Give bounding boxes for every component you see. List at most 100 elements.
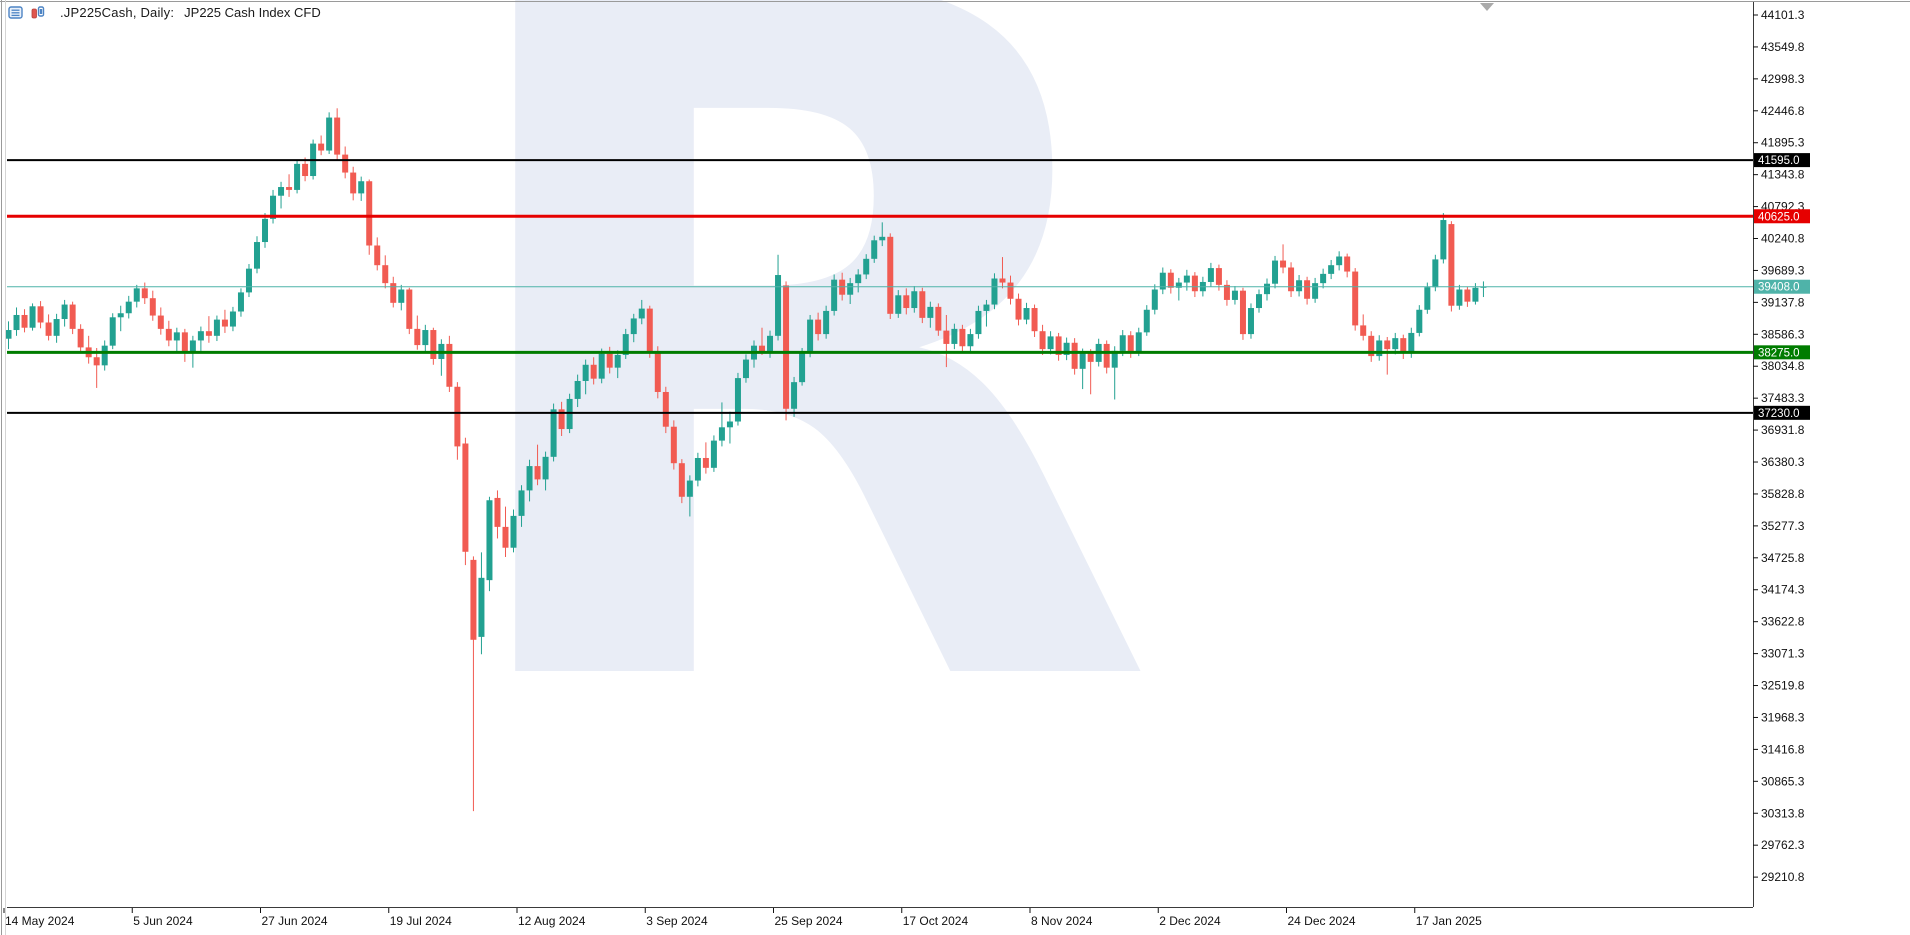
candle <box>1159 272 1166 290</box>
candle <box>678 463 685 497</box>
candle <box>1304 280 1311 299</box>
candle <box>1087 353 1094 362</box>
candle <box>45 322 52 336</box>
price-tick-label: 42446.8 <box>1761 104 1805 118</box>
chart-shift-marker[interactable] <box>1480 3 1494 11</box>
candle <box>1231 290 1238 300</box>
candle <box>149 298 156 316</box>
candle <box>895 295 902 314</box>
candle <box>1151 289 1158 310</box>
price-badge-support <box>1754 345 1810 360</box>
candle <box>157 315 164 329</box>
candle <box>1440 220 1447 260</box>
candle <box>823 310 830 335</box>
candle <box>558 409 565 430</box>
candle <box>53 319 60 336</box>
candle <box>863 258 870 275</box>
candle <box>502 526 509 548</box>
symbol-period-label: .JP225Cash, Daily: <box>60 5 175 20</box>
candle <box>1456 289 1463 306</box>
time-tick-label: 17 Oct 2024 <box>903 914 969 928</box>
candle <box>943 330 950 344</box>
time-tick-label: 19 Jul 2024 <box>390 914 452 928</box>
price-badge-label: 41595.0 <box>1758 155 1800 167</box>
candle <box>1344 256 1351 272</box>
candle <box>734 378 741 422</box>
candle <box>1472 287 1479 302</box>
candle <box>1480 286 1487 288</box>
market-watch-icon[interactable] <box>8 5 24 20</box>
price-tick-label: 32519.8 <box>1761 679 1805 693</box>
price-tick-label: 38034.8 <box>1761 359 1805 373</box>
candle <box>775 275 782 336</box>
time-tick-label: 2 Dec 2024 <box>1159 914 1221 928</box>
candle <box>975 310 982 335</box>
candle <box>815 319 822 335</box>
candle <box>454 386 461 447</box>
candle <box>189 340 196 354</box>
time-tick-label: 25 Sep 2024 <box>775 914 843 928</box>
candle <box>398 289 405 303</box>
candle <box>1007 282 1014 299</box>
price-badges: 41595.0 40625.0 39408.0 38275.0 37230.0 <box>1754 153 1810 420</box>
price-axis[interactable]: 44101.3 43549.8 42998.3 42446.8 41895.3 41343… <box>1753 8 1805 884</box>
candle <box>630 318 637 335</box>
candle <box>1247 308 1254 335</box>
candle <box>959 328 966 347</box>
candle <box>165 328 172 341</box>
time-tick-label: 27 Jun 2024 <box>262 914 328 928</box>
candle <box>109 317 116 346</box>
candle <box>1416 309 1423 333</box>
candle <box>919 291 926 318</box>
candle <box>983 304 990 311</box>
horizontal-levels <box>7 159 1753 414</box>
candle <box>326 117 333 151</box>
candle <box>1312 283 1319 299</box>
candle <box>1143 309 1150 333</box>
chart-bars-icon[interactable] <box>30 5 46 20</box>
price-tick-label: 41343.8 <box>1761 168 1805 182</box>
candle <box>534 466 541 480</box>
candle <box>1424 287 1431 310</box>
candle <box>1432 259 1439 288</box>
candle <box>927 306 934 318</box>
price-tick-label: 43549.8 <box>1761 40 1805 54</box>
candle <box>1127 335 1134 353</box>
candle <box>694 457 701 481</box>
candle <box>462 443 469 552</box>
time-axis[interactable]: 14 May 2024 5 Jun 2024 27 Jun 2024 19 Jul 2… <box>3 908 1482 928</box>
candle <box>197 331 204 341</box>
candle <box>662 391 669 427</box>
candle <box>494 497 501 527</box>
candle <box>646 308 653 353</box>
candle <box>358 181 365 194</box>
price-tick-label: 36931.8 <box>1761 423 1805 437</box>
candle <box>125 301 132 314</box>
candle <box>1071 342 1078 369</box>
price-badge-support-lower <box>1754 405 1810 420</box>
candle <box>759 345 766 353</box>
candle <box>1264 283 1271 295</box>
candle <box>807 319 814 353</box>
candle <box>5 330 12 339</box>
candle <box>847 283 854 295</box>
candle <box>791 382 798 409</box>
price-tick-label: 31968.3 <box>1761 710 1805 724</box>
candle <box>302 163 309 177</box>
candle <box>117 313 124 318</box>
price-tick-label: 40240.8 <box>1761 232 1805 246</box>
candle <box>37 306 44 323</box>
price-badge-resistance-upper <box>1754 153 1810 168</box>
candle <box>253 242 260 269</box>
candle <box>213 319 220 336</box>
candle <box>422 330 429 346</box>
candle <box>574 380 581 399</box>
candle <box>382 265 389 284</box>
candle <box>1255 294 1262 309</box>
candle <box>1047 336 1054 350</box>
candle <box>141 288 148 299</box>
candle <box>670 426 677 464</box>
candle <box>334 117 341 155</box>
